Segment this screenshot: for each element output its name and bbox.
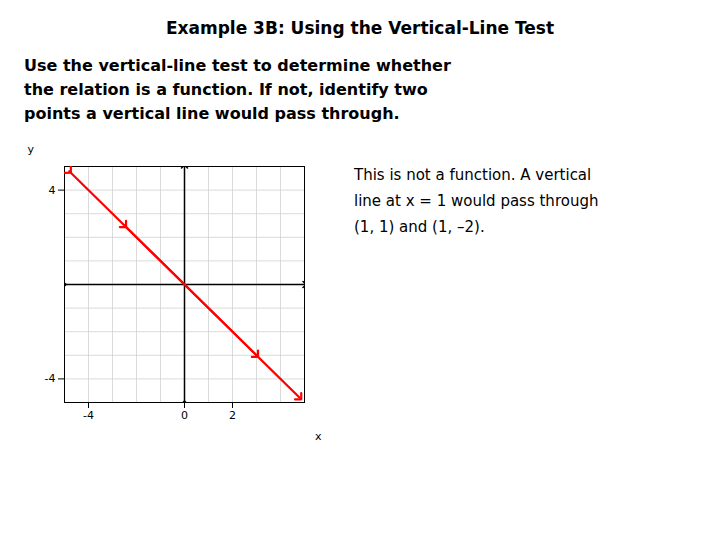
svg-text:2: 2 [229,409,236,422]
svg-text:4: 4 [49,184,56,197]
html-text:(1, 1) and (1, –2).: (1, 1) and (1, –2). [354,218,485,236]
svg-text:-4: -4 [83,409,94,422]
svg-text:x: x [315,430,322,443]
svg-text:y: y [28,143,35,156]
html-text:Example 3B: Using the Vertical: Example 3B: Using the Vertical-Line Test [165,18,555,38]
html-text:This is not a function. A vert: This is not a function. A vertical [354,166,592,184]
svg-text:-4: -4 [45,372,56,385]
html-text:points a vertical line would p: points a vertical line would pass throug… [24,104,400,123]
html-text:line at x = 1 would pass throu: line at x = 1 would pass through [354,192,599,210]
svg-text:0: 0 [181,409,188,422]
html-text:the relation is a function. If: the relation is a function. If not, iden… [24,80,428,99]
html-text:Use the vertical-line test to: Use the vertical-line test to determine … [24,56,451,75]
